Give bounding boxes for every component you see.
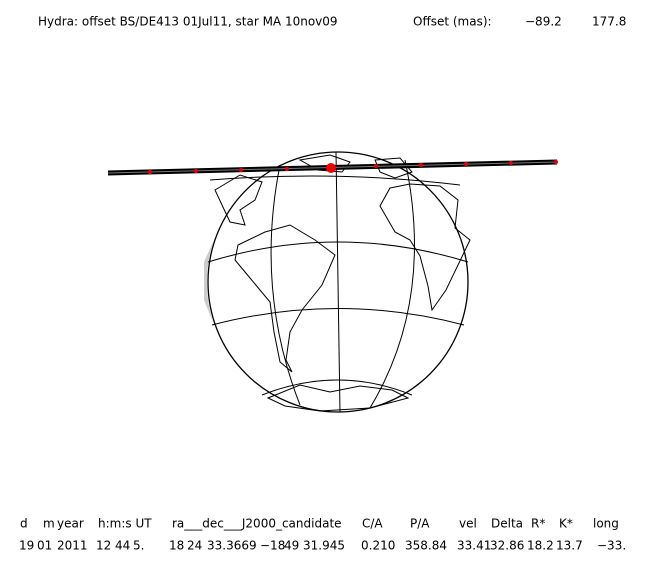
time-dot bbox=[194, 169, 198, 173]
cell: 49 bbox=[284, 539, 299, 553]
column-header: C/A bbox=[362, 517, 383, 531]
column-header: P/A bbox=[410, 517, 430, 531]
table: d m year h:m:s UT ra___dec___J2000_candidate… bbox=[19, 517, 626, 553]
title: Hydra: offset BS/DE413 01Jul11, star MA … bbox=[38, 15, 338, 29]
parallel bbox=[211, 308, 465, 326]
cell: −18 bbox=[260, 539, 285, 553]
cell: 44 bbox=[115, 539, 130, 553]
time-dot bbox=[148, 170, 152, 174]
time-dot bbox=[509, 161, 513, 165]
meridian bbox=[369, 159, 415, 409]
cell: 18.2 bbox=[527, 539, 554, 553]
cell: 5. bbox=[133, 539, 144, 553]
cell: 01 bbox=[37, 539, 52, 553]
cell: 19 bbox=[19, 539, 34, 553]
column-header: d bbox=[20, 517, 28, 531]
europe bbox=[374, 157, 413, 179]
column-header: long bbox=[593, 517, 619, 531]
globe bbox=[204, 151, 471, 413]
column-header: R* bbox=[531, 517, 545, 531]
night-side bbox=[204, 240, 214, 325]
time-dot bbox=[464, 162, 468, 166]
cell: 31.945 bbox=[303, 539, 345, 553]
offset-dec: 177.8 bbox=[592, 15, 626, 29]
offset-ra: −89.2 bbox=[525, 15, 562, 29]
time-dot bbox=[419, 163, 423, 167]
cell: 33.41 bbox=[457, 539, 491, 553]
antarctica bbox=[266, 384, 410, 412]
cell: 33.3669 bbox=[207, 539, 257, 553]
north-america bbox=[214, 174, 263, 226]
column-header: ra___dec___J2000_candidate bbox=[172, 517, 342, 531]
cell: 13.7 bbox=[556, 539, 583, 553]
globe-outline bbox=[207, 151, 469, 413]
column-header: year bbox=[57, 517, 84, 531]
cell: 2011 bbox=[57, 539, 88, 553]
cell: −33. bbox=[597, 539, 626, 553]
column-header: m bbox=[43, 517, 55, 531]
time-dot bbox=[285, 167, 289, 171]
cell: 12 bbox=[96, 539, 111, 553]
column-header: Delta bbox=[491, 517, 523, 531]
africa bbox=[379, 183, 471, 312]
time-dot bbox=[239, 168, 243, 172]
parallel bbox=[207, 241, 469, 263]
central-time-dot bbox=[326, 163, 336, 173]
south-america bbox=[234, 224, 336, 373]
time-dot bbox=[554, 160, 558, 164]
time-dot bbox=[374, 164, 378, 168]
cell: 24 bbox=[187, 539, 202, 553]
column-header: K* bbox=[559, 517, 573, 531]
parallel bbox=[261, 379, 413, 396]
column-header: vel bbox=[459, 517, 477, 531]
cell: 32.86 bbox=[490, 539, 524, 553]
offset-label: Offset (mas): bbox=[413, 15, 492, 29]
meridian bbox=[335, 151, 341, 413]
cell: 18 bbox=[169, 539, 184, 553]
shadow-path bbox=[107, 159, 558, 176]
cell: 358.84 bbox=[405, 539, 447, 553]
meridian bbox=[270, 164, 301, 406]
parallel bbox=[209, 175, 461, 186]
cell: 0.210 bbox=[361, 539, 395, 553]
column-header: h:m:s UT bbox=[98, 517, 152, 531]
